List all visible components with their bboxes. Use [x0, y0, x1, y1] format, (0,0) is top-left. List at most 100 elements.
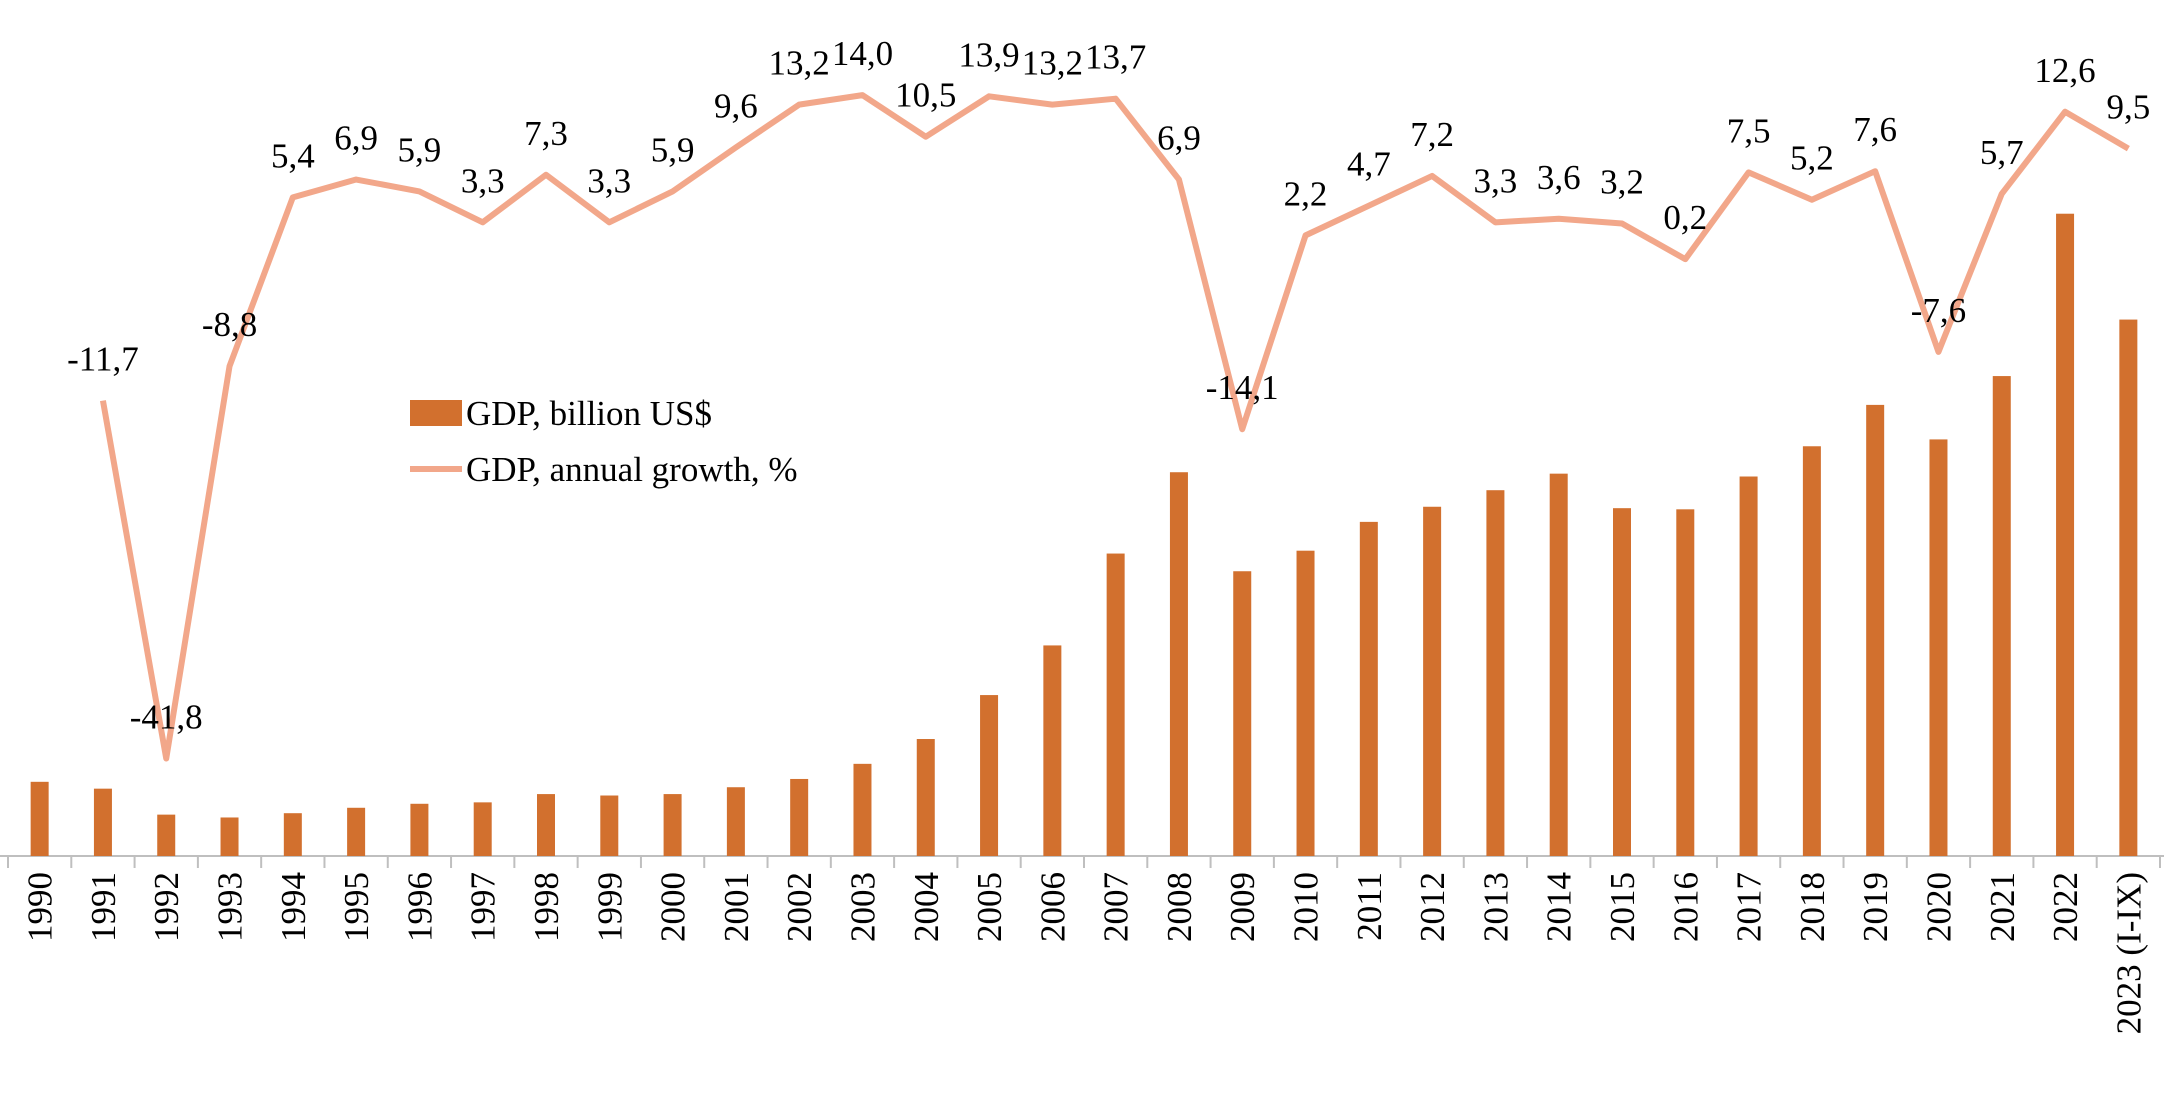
bar	[30, 781, 49, 856]
data-label: 14,0	[832, 34, 893, 73]
x-tick-label: 2013	[1476, 872, 1515, 942]
data-label: 5,7	[1980, 133, 2024, 172]
x-tick-label: 2019	[1856, 872, 1895, 942]
x-tick-label: 2006	[1033, 872, 1072, 942]
data-label: 13,2	[769, 44, 830, 83]
bar	[600, 795, 619, 856]
x-tick-label: 2003	[843, 872, 882, 942]
data-label: 6,9	[334, 119, 378, 158]
x-tick-label: 1996	[400, 872, 439, 942]
data-label: 0,2	[1663, 198, 1707, 237]
data-label: 13,2	[1022, 44, 1083, 83]
bar	[537, 794, 555, 856]
data-label: 5,2	[1790, 139, 1834, 178]
x-tick-label: 2010	[1287, 872, 1326, 942]
data-label: 3,3	[1474, 161, 1518, 200]
data-label: -14,1	[1206, 368, 1279, 407]
x-tick-label: 2005	[970, 872, 1009, 942]
x-tick-label: 2000	[654, 872, 693, 942]
data-label: -7,6	[1911, 291, 1966, 330]
data-label: 5,9	[398, 130, 442, 169]
data-label: 7,2	[1410, 115, 1454, 154]
bar	[1676, 509, 1695, 856]
data-label: -8,8	[202, 305, 257, 344]
data-label: 4,7	[1347, 145, 1391, 184]
legend-label: GDP, billion US$	[466, 394, 712, 433]
bar	[473, 802, 492, 856]
x-tick-label: 2014	[1540, 872, 1579, 942]
bar	[1992, 376, 2011, 856]
bar	[1169, 472, 1188, 856]
bar	[220, 817, 239, 856]
data-label: 5,9	[651, 130, 695, 169]
data-label: 2,2	[1284, 174, 1328, 213]
x-tick-label: 1999	[590, 872, 629, 942]
x-tick-label: 1993	[211, 872, 250, 942]
x-tick-label: 2017	[1730, 872, 1769, 942]
bar	[790, 778, 809, 856]
data-label: 13,9	[958, 35, 1019, 74]
x-tick-label: 1997	[464, 872, 503, 942]
data-label: 13,7	[1085, 38, 1146, 77]
line	[99, 92, 2130, 762]
x-tick-label: 2015	[1603, 872, 1642, 942]
data-label: 12,6	[2034, 51, 2095, 90]
bar	[980, 695, 999, 856]
x-tick-label: 2016	[1666, 872, 1705, 942]
data-label: -41,8	[130, 698, 203, 737]
x-tick-label: 2018	[1793, 872, 1832, 942]
data-label: 3,3	[461, 161, 505, 200]
x-tick-label: 2022	[2046, 872, 2085, 942]
x-tick-label: 2011	[1350, 872, 1389, 941]
x-tick-label: 1990	[21, 872, 60, 942]
data-label: 7,5	[1727, 111, 1771, 150]
bar	[1739, 476, 1758, 856]
bar	[347, 807, 366, 856]
bar	[1929, 439, 1948, 856]
x-tick-label: 2002	[780, 872, 819, 942]
bar	[1359, 521, 1378, 856]
x-tick-label: 1998	[527, 872, 566, 942]
data-label: -11,7	[67, 340, 139, 379]
legend-swatch	[410, 400, 462, 426]
x-tick-label: 2020	[1919, 872, 1958, 942]
x-tick-label: 1991	[84, 872, 123, 942]
bar	[1106, 553, 1125, 856]
bar	[1043, 645, 1062, 856]
bar	[1613, 508, 1631, 856]
bar	[1233, 571, 1252, 856]
bar	[1486, 490, 1505, 856]
data-label: 7,3	[524, 114, 568, 153]
bar	[1866, 404, 1885, 856]
bar	[283, 813, 302, 856]
bar	[1423, 506, 1442, 856]
data-label: 7,6	[1853, 110, 1897, 149]
x-tick-label: 1995	[337, 872, 376, 942]
bar	[663, 794, 682, 856]
data-label: 10,5	[895, 76, 956, 115]
bar	[157, 814, 176, 856]
data-label: 3,2	[1600, 163, 1644, 202]
x-tick-label: 2012	[1413, 872, 1452, 942]
x-tick-label: 2009	[1223, 872, 1262, 942]
legend-label: GDP, annual growth, %	[466, 450, 798, 489]
x-tick-label: 2001	[717, 872, 756, 942]
x-tick-label: 2021	[1983, 872, 2022, 942]
bar	[1802, 446, 1821, 856]
data-label: 3,6	[1537, 158, 1581, 197]
bar	[2119, 319, 2138, 856]
bar	[2056, 213, 2075, 856]
bar	[1296, 550, 1315, 856]
data-label: 5,4	[271, 136, 315, 175]
x-tick-label: 2023 (I-IX)	[2109, 872, 2148, 1034]
data-label: 6,9	[1157, 119, 1201, 158]
data-label: 9,5	[2106, 88, 2150, 127]
x-tick-label: 2007	[1097, 872, 1136, 942]
x-tick-label: 2008	[1160, 872, 1199, 942]
x-tick-label: 2004	[907, 872, 946, 942]
bar	[853, 763, 872, 856]
x-tick-label: 1994	[274, 872, 313, 942]
x-tick-label: 1992	[147, 872, 186, 942]
bar	[1549, 473, 1568, 856]
